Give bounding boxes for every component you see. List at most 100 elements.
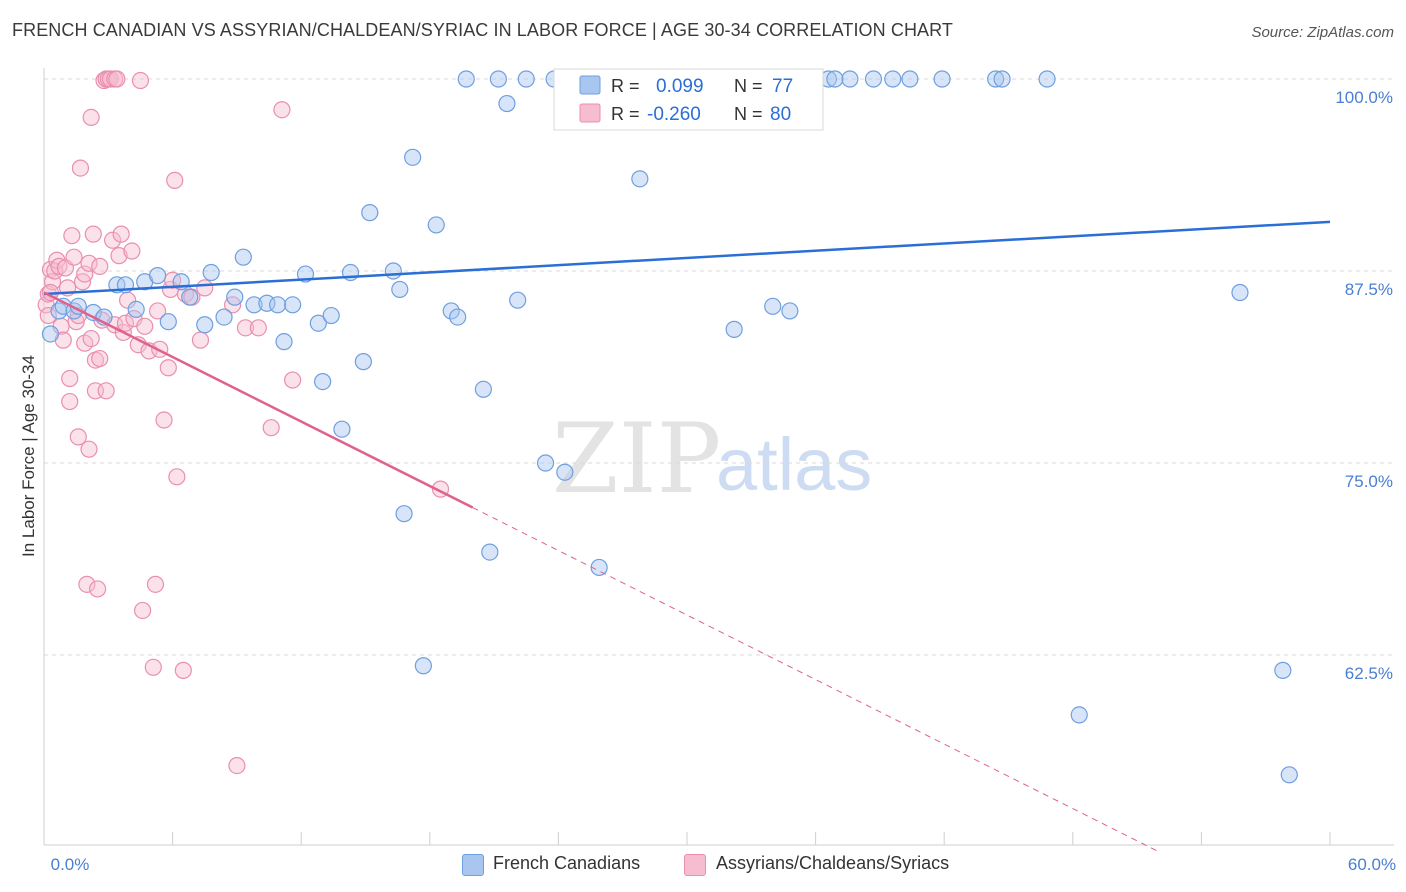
assyrian-point[interactable] [284, 371, 302, 389]
french-canadian-point[interactable] [590, 558, 608, 577]
assyrian-point[interactable] [144, 658, 162, 676]
french-canadian-point[interactable] [41, 325, 60, 343]
assyrian-point[interactable] [91, 349, 109, 368]
french-canadian-point[interactable] [181, 288, 199, 306]
assyrian-point[interactable] [82, 108, 100, 127]
french-canadian-point[interactable] [764, 297, 782, 315]
french-canadian-point[interactable] [127, 300, 145, 318]
french-canadian-point[interactable] [196, 316, 214, 334]
assyrian-point[interactable] [116, 314, 135, 332]
french-canadian-point[interactable] [215, 308, 233, 326]
french-canadian-point[interactable] [457, 70, 475, 88]
assyrian-point[interactable] [43, 273, 62, 291]
assyrian-point[interactable] [84, 225, 102, 243]
french-canadian-point[interactable] [481, 543, 499, 561]
assyrian-point[interactable] [228, 756, 246, 775]
assyrian-point[interactable] [61, 369, 79, 388]
french-canadian-point[interactable] [536, 454, 555, 472]
french-canadian-point[interactable] [987, 70, 1005, 88]
legend-pink-label[interactable]: Assyrians/Chaldeans/Syriacs [716, 853, 950, 873]
assyrian-point[interactable] [131, 71, 150, 90]
assyrian-point[interactable] [133, 601, 152, 620]
french-canadian-point[interactable] [725, 320, 743, 338]
french-canadian-point[interactable] [391, 280, 409, 299]
assyrian-point[interactable] [196, 279, 214, 297]
assyrian-point[interactable] [61, 392, 79, 411]
french-canadian-point[interactable] [1231, 283, 1249, 302]
assyrian-point[interactable] [103, 231, 122, 249]
french-canadian-point[interactable] [275, 333, 293, 351]
french-canadian-point[interactable] [269, 296, 287, 314]
assyrian-point[interactable] [123, 242, 141, 260]
assyrian-point[interactable] [262, 419, 280, 437]
french-canadian-point[interactable] [449, 308, 467, 326]
legend-pink-swatch[interactable] [684, 854, 706, 876]
assyrian-point[interactable] [273, 101, 291, 119]
assyrian-point[interactable] [249, 319, 267, 337]
assyrian-point[interactable] [174, 661, 192, 679]
assyrian-point[interactable] [91, 257, 109, 275]
french-canadian-point[interactable] [309, 314, 327, 332]
legend-blue-label[interactable]: French Canadians [493, 853, 641, 873]
assyrian-point[interactable] [50, 257, 68, 275]
french-canadian-point[interactable] [1038, 70, 1056, 88]
assyrian-point[interactable] [80, 254, 98, 272]
french-canadian-point[interactable] [395, 505, 413, 523]
assyrian-point[interactable] [159, 359, 177, 377]
assyrian-point[interactable] [191, 331, 210, 349]
assyrian-point[interactable] [78, 575, 96, 593]
french-canadian-point[interactable] [333, 420, 351, 438]
french-canadian-point[interactable] [884, 70, 902, 88]
french-canadian-point[interactable] [901, 70, 919, 88]
assyrian-point[interactable] [97, 382, 115, 400]
french-canadian-point[interactable] [414, 657, 432, 675]
french-canadian-point[interactable] [826, 70, 844, 88]
french-canadian-point[interactable] [384, 262, 402, 280]
french-canadian-point[interactable] [361, 204, 379, 222]
french-canadian-point[interactable] [631, 170, 649, 188]
french-canadian-point[interactable] [933, 70, 951, 88]
assyrian-point[interactable] [236, 319, 255, 337]
assyrian-point[interactable] [71, 159, 90, 177]
french-canadian-point[interactable] [234, 248, 252, 266]
assyrian-point[interactable] [146, 575, 165, 593]
french-canadian-point[interactable] [841, 70, 859, 88]
legend-blue-swatch[interactable] [462, 854, 484, 876]
assyrian-point[interactable] [136, 317, 154, 335]
french-canadian-point[interactable] [427, 216, 445, 234]
french-canadian-point[interactable] [781, 302, 799, 320]
french-canadian-point[interactable] [148, 267, 167, 285]
assyrian-point[interactable] [168, 468, 186, 486]
french-canadian-point[interactable] [1070, 706, 1088, 724]
assyrian-point[interactable] [88, 580, 107, 598]
assyrian-point[interactable] [39, 306, 57, 325]
assyrian-point[interactable] [69, 428, 87, 446]
assyrian-point[interactable] [110, 247, 128, 265]
french-canadian-point[interactable] [993, 70, 1011, 88]
french-canadian-point[interactable] [245, 296, 263, 314]
french-canadian-point[interactable] [556, 463, 574, 481]
french-canadian-point[interactable] [226, 288, 244, 306]
french-canadian-point[interactable] [498, 94, 516, 113]
french-canadian-point[interactable] [1280, 766, 1298, 784]
french-canadian-point[interactable] [489, 70, 507, 88]
french-canadian-point[interactable] [284, 296, 302, 314]
french-canadian-point[interactable] [864, 70, 883, 88]
french-canadian-point[interactable] [258, 294, 276, 312]
french-canadian-point[interactable] [159, 313, 177, 331]
french-canadian-point[interactable] [202, 263, 220, 282]
french-canadian-point[interactable] [509, 291, 527, 309]
assyrian-point[interactable] [112, 225, 130, 243]
assyrian-point[interactable] [65, 248, 83, 266]
assyrian-point[interactable] [166, 171, 184, 189]
french-canadian-point[interactable] [474, 380, 492, 398]
french-canadian-point[interactable] [314, 372, 332, 391]
french-canadian-point[interactable] [517, 70, 535, 88]
assyrian-point[interactable] [82, 329, 100, 348]
french-canadian-point[interactable] [404, 148, 422, 166]
assyrian-point[interactable] [101, 70, 120, 88]
assyrian-point[interactable] [80, 440, 98, 458]
assyrian-point[interactable] [76, 265, 94, 283]
assyrian-point[interactable] [63, 227, 81, 245]
french-canadian-point[interactable] [1274, 661, 1292, 679]
